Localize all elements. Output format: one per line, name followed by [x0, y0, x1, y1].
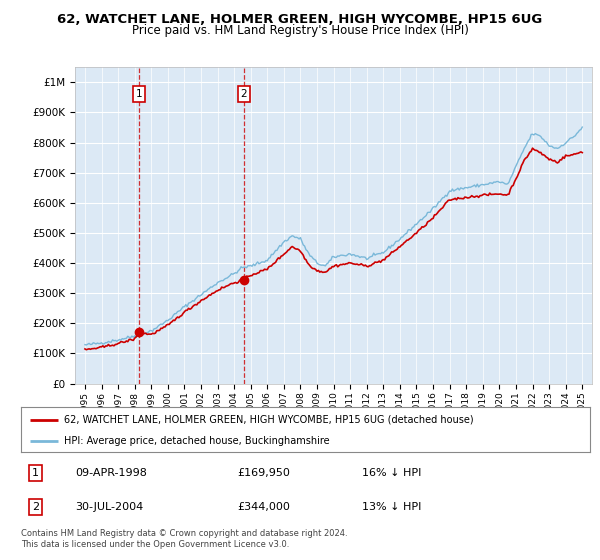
Text: 62, WATCHET LANE, HOLMER GREEN, HIGH WYCOMBE, HP15 6UG: 62, WATCHET LANE, HOLMER GREEN, HIGH WYC… — [58, 13, 542, 26]
Text: HPI: Average price, detached house, Buckinghamshire: HPI: Average price, detached house, Buck… — [64, 436, 329, 446]
Text: 2: 2 — [32, 502, 39, 512]
Text: 13% ↓ HPI: 13% ↓ HPI — [362, 502, 422, 512]
Text: 1: 1 — [32, 468, 39, 478]
Text: Price paid vs. HM Land Registry's House Price Index (HPI): Price paid vs. HM Land Registry's House … — [131, 24, 469, 37]
Text: Contains HM Land Registry data © Crown copyright and database right 2024.
This d: Contains HM Land Registry data © Crown c… — [21, 529, 347, 549]
Text: £169,950: £169,950 — [237, 468, 290, 478]
Text: 2: 2 — [241, 90, 247, 99]
Text: 1: 1 — [136, 90, 142, 99]
Text: 30-JUL-2004: 30-JUL-2004 — [75, 502, 143, 512]
Text: £344,000: £344,000 — [237, 502, 290, 512]
Text: 16% ↓ HPI: 16% ↓ HPI — [362, 468, 422, 478]
Text: 09-APR-1998: 09-APR-1998 — [75, 468, 147, 478]
Text: 62, WATCHET LANE, HOLMER GREEN, HIGH WYCOMBE, HP15 6UG (detached house): 62, WATCHET LANE, HOLMER GREEN, HIGH WYC… — [64, 414, 473, 424]
